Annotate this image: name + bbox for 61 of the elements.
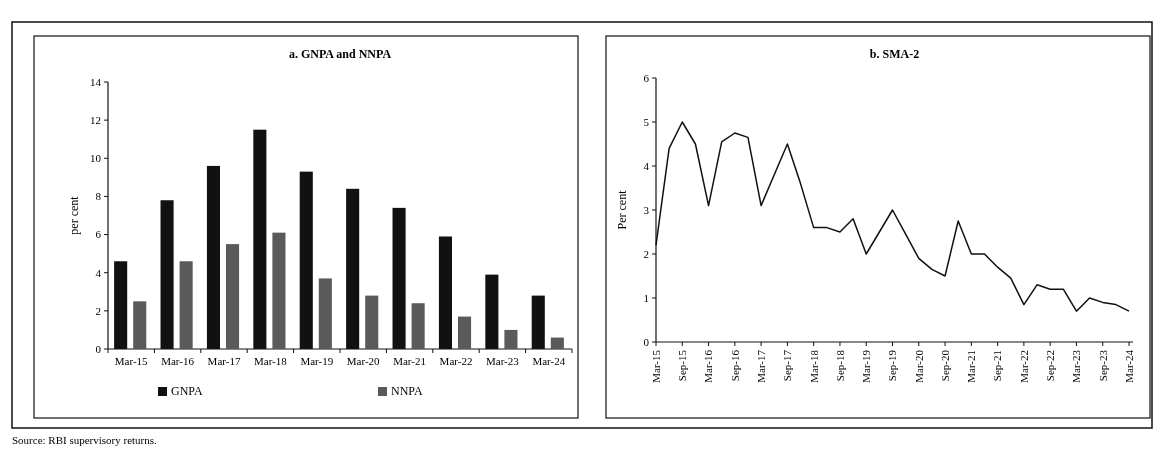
x-tick-label: Sep-18 <box>833 349 846 382</box>
y-tick-label: 0 <box>95 342 102 355</box>
legend-label: GNPA <box>171 384 203 398</box>
x-tick-label: Mar-19 <box>860 349 873 383</box>
bar <box>504 329 518 349</box>
y-tick-label: 8 <box>95 190 102 203</box>
x-tick-label: Sep-20 <box>938 349 951 382</box>
x-tick-label: Mar-16 <box>161 355 195 367</box>
bar <box>318 278 332 349</box>
x-tick-label: Sep-21 <box>991 350 1004 382</box>
y-tick-label: 2 <box>95 304 101 317</box>
y-tick-label: 5 <box>643 115 650 128</box>
x-tick-label: Mar-15 <box>114 355 149 367</box>
x-tick-label: Mar-23 <box>1070 349 1083 383</box>
x-tick-label: Mar-15 <box>649 349 662 383</box>
y-tick-label: 3 <box>643 203 650 216</box>
x-tick-label: Mar-18 <box>807 349 820 383</box>
legend-label: NNPA <box>391 384 423 398</box>
y-tick-label: 6 <box>643 71 650 84</box>
chart-title: a. GNPA and NNPA <box>288 47 392 61</box>
x-tick-label: Sep-19 <box>886 349 899 382</box>
x-tick-label: Mar-24 <box>1122 349 1135 383</box>
x-tick-label: Mar-21 <box>965 350 978 383</box>
x-tick-label: Mar-24 <box>532 355 566 367</box>
y-tick-label: 4 <box>643 159 650 172</box>
x-tick-label: Mar-23 <box>486 355 520 367</box>
y-axis-title: Per cent <box>615 189 629 230</box>
x-tick-label: Mar-19 <box>300 355 334 367</box>
y-tick-label: 12 <box>90 113 101 126</box>
y-tick-label: 10 <box>90 152 102 165</box>
y-tick-label: 2 <box>643 247 649 260</box>
x-tick-label: Mar-22 <box>439 355 473 367</box>
x-tick-label: Sep-16 <box>728 349 741 382</box>
x-tick-label: Mar-16 <box>702 349 715 383</box>
x-tick-label: Mar-17 <box>754 349 767 383</box>
bar <box>133 301 147 349</box>
x-tick-label: Sep-17 <box>781 349 794 382</box>
bar <box>458 316 472 349</box>
bar <box>272 232 286 349</box>
x-tick-label: Sep-15 <box>676 349 689 382</box>
x-tick-label: Sep-23 <box>1096 349 1109 382</box>
source-note: Source: RBI supervisory returns. <box>12 434 158 446</box>
y-tick-label: 6 <box>95 228 102 241</box>
bar <box>365 295 379 349</box>
bar <box>411 303 425 349</box>
x-tick-label: Mar-18 <box>254 355 288 367</box>
bar <box>226 244 240 349</box>
x-tick-label: Mar-20 <box>346 355 381 367</box>
bar <box>550 337 564 349</box>
x-tick-label: Mar-17 <box>207 355 241 367</box>
y-tick-label: 0 <box>643 335 650 348</box>
y-tick-label: 4 <box>95 266 102 279</box>
y-axis-title: per cent <box>67 195 81 235</box>
y-tick-label: 1 <box>643 291 649 304</box>
x-tick-label: Mar-22 <box>1017 350 1030 383</box>
x-tick-label: Sep-22 <box>1044 350 1057 382</box>
chart-title: b. SMA-2 <box>869 47 920 61</box>
y-tick-label: 14 <box>90 75 102 88</box>
x-tick-label: Mar-20 <box>912 349 925 383</box>
x-tick-label: Mar-21 <box>393 355 426 367</box>
bar <box>179 261 193 349</box>
